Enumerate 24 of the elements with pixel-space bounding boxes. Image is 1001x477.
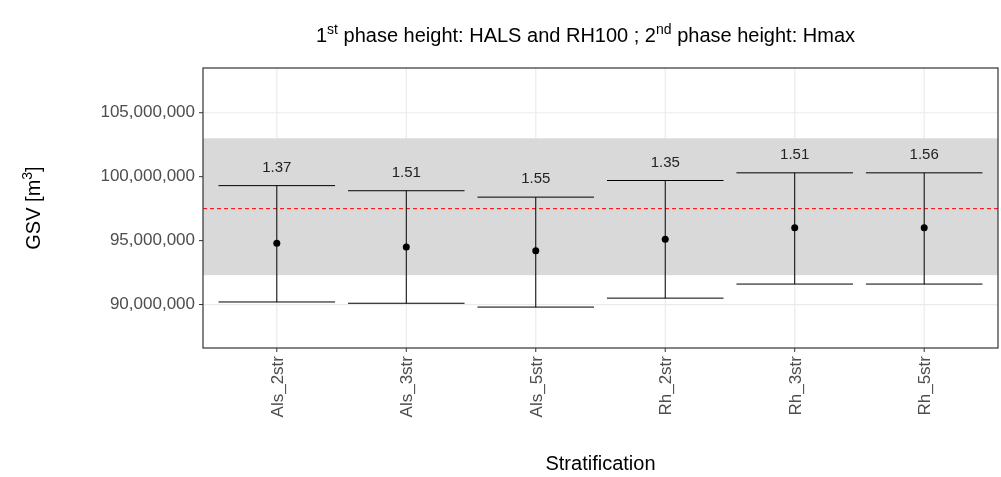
point <box>402 243 410 251</box>
x-tick-label: Rh_5str <box>915 355 935 416</box>
y-tick-label: 105,000,000 <box>100 102 195 122</box>
x-tick-label: Rh_2str <box>656 355 676 416</box>
chart-title: 1$^{st}$ phase height: HALS and RH100 ; 2$^{nd}$ phase height: Hmax <box>315 21 856 46</box>
point <box>532 247 540 255</box>
y-tick-label: 100,000,000 <box>100 166 195 186</box>
x-tick-label: Als_3str <box>397 355 417 418</box>
point <box>920 224 928 232</box>
x-tick-label: Als_5str <box>526 355 546 418</box>
annotation: 1.51 <box>780 144 810 162</box>
annotation: 1.56 <box>909 144 939 162</box>
annotation: 1.35 <box>650 152 680 170</box>
x-tick-label: Rh_3str <box>785 355 805 416</box>
x-tick-label: Als_2str <box>267 355 287 418</box>
point <box>791 224 799 232</box>
point <box>661 235 669 243</box>
point <box>273 239 281 247</box>
x-axis-title: Stratification <box>545 452 656 474</box>
y-tick-label: 90,000,000 <box>109 294 195 314</box>
annotation: 1.55 <box>521 169 551 187</box>
annotation: 1.51 <box>391 162 421 180</box>
annotation: 1.37 <box>262 157 292 175</box>
y-tick-label: 95,000,000 <box>109 230 195 250</box>
